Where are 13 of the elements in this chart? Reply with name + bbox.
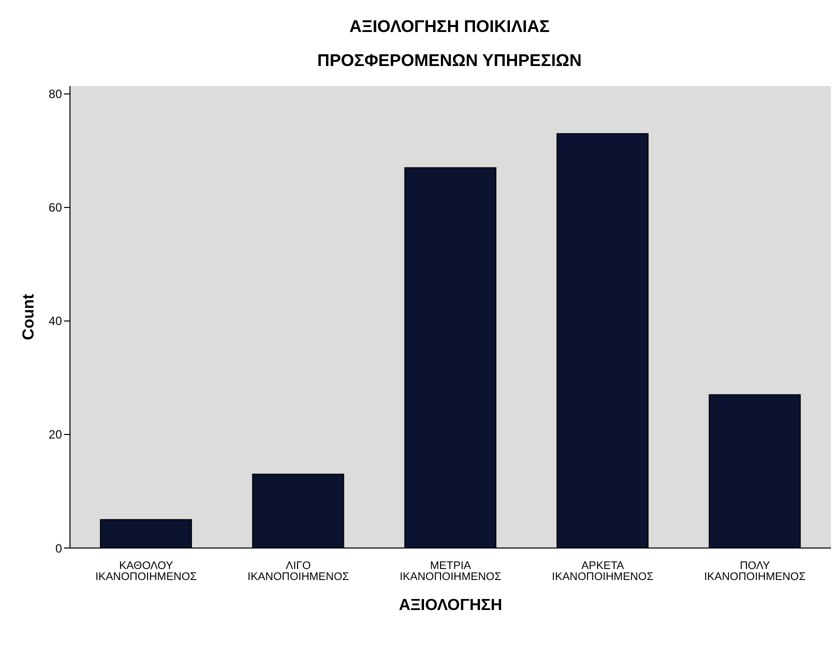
y-tick-label: 40 bbox=[48, 314, 62, 328]
y-tick-label: 20 bbox=[48, 428, 62, 442]
x-tick-label: ΚΑΘΟΛΟΥ ΙΚΑΝΟΠΟΙΗΜΕΝΟΣ bbox=[95, 560, 198, 583]
chart-title: ΑΞΙΟΛΟΓΗΣΗ ΠΟΙΚΙΛΙΑΣ ΠΡΟΣΦΕΡΟΜΕΝΩΝ ΥΠΗΡΕΣΙΩΝ bbox=[316, 16, 583, 72]
x-tick-label: ΑΡΚΕΤΑ ΙΚΑΝΟΠΟΙΗΜΕΝΟΣ bbox=[552, 560, 654, 583]
y-tick-label: 0 bbox=[55, 541, 62, 556]
y-axis-title: Count bbox=[20, 293, 38, 340]
x-tick-label: ΛΙΓΟ ΙΚΑΝΟΠΟΙΗΜΕΝΟΣ bbox=[248, 560, 350, 583]
y-tick-label: 80 bbox=[48, 87, 62, 102]
x-tick-label: ΜΕΤΡΙΑ ΙΚΑΝΟΠΟΙΗΜΕΝΟΣ bbox=[400, 560, 502, 583]
y-tick-label: 60 bbox=[48, 200, 62, 215]
x-axis-title: ΑΞΙΟΛΟΓΗΣΗ bbox=[398, 597, 502, 614]
x-tick-label: ΠΟΛΥ ΙΚΑΝΟΠΟΙΗΜΕΝΟΣ bbox=[704, 560, 806, 583]
